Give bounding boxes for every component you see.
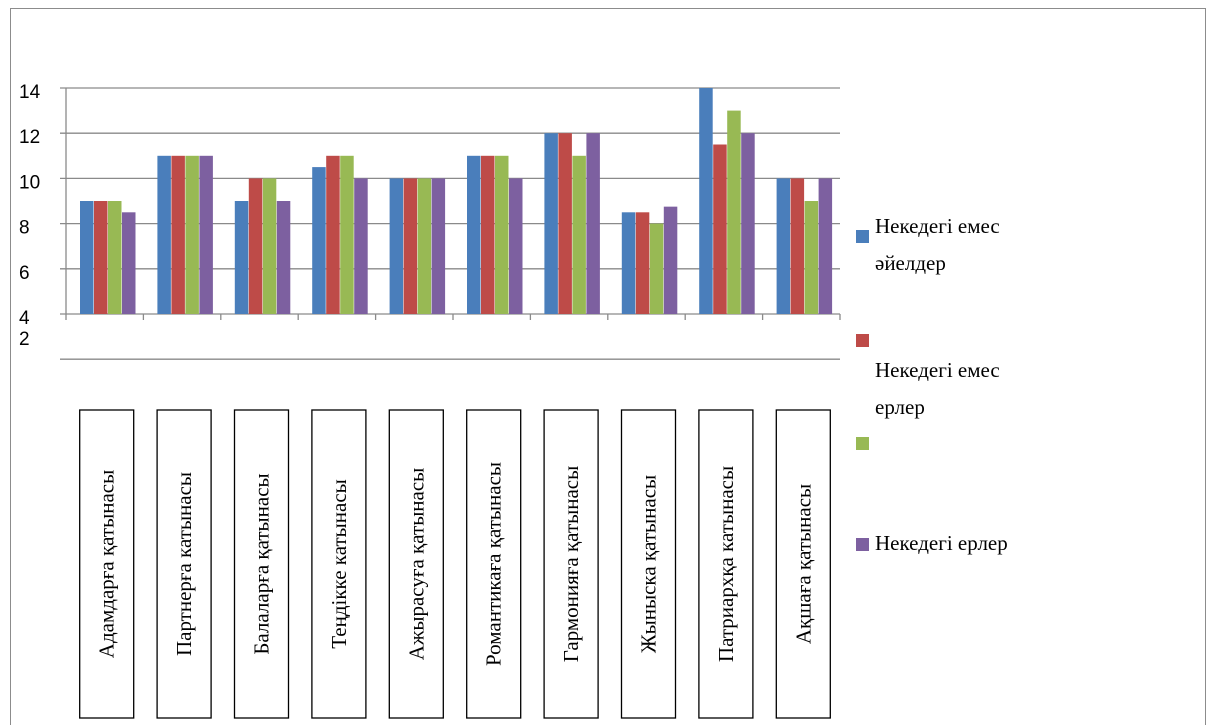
bar	[403, 178, 418, 314]
y-tick-label: 4	[19, 308, 30, 329]
legend-swatch	[856, 334, 869, 347]
bar	[495, 155, 509, 314]
category-labels: Адамдарға қатынасы Партнерға катынасы Бала…	[79, 409, 831, 719]
y-tick-label: 14	[19, 82, 41, 103]
bar	[326, 155, 340, 314]
legend-swatch	[856, 230, 869, 243]
bar	[276, 201, 291, 314]
y-axis-tick-labels: 14 12 10 8 6 42	[19, 82, 41, 350]
legend-label: Некедегі ерлер	[875, 531, 1008, 555]
legend: Некедегі емес әйелдер Некедегі емес ерлер Не…	[856, 214, 1008, 555]
bar	[713, 144, 727, 314]
bar	[790, 178, 805, 314]
legend-entry: Некедегі емес ерлер	[856, 334, 1000, 419]
bar	[544, 133, 558, 314]
bar	[94, 201, 108, 314]
bar	[776, 178, 791, 314]
bar	[312, 167, 326, 314]
category-label-box: Балаларға қатынасы	[233, 409, 290, 719]
legend-swatch	[856, 538, 869, 551]
y-tick-label: 8	[19, 218, 30, 239]
bar	[509, 178, 523, 314]
category-label: Патриархқа катынасы	[714, 466, 738, 662]
category-label: Ажырасуға қатынасы	[404, 468, 428, 661]
bar	[417, 178, 432, 314]
legend-entry: Некедегі ерлер	[856, 531, 1008, 555]
legend-label: Некедегі емес әйелдер	[875, 214, 1000, 275]
bar	[354, 178, 368, 314]
bar	[649, 223, 664, 314]
bar	[635, 212, 650, 314]
bar	[804, 201, 819, 314]
bar	[171, 155, 185, 314]
category-label-box: Ақшаға қатынасы	[775, 409, 831, 719]
bar	[727, 110, 741, 314]
legend-entry: Некедегі емес әйелдер	[856, 214, 1000, 275]
category-label: Жыныска қатынасы	[637, 475, 661, 653]
category-label: Романтикаға қатынасы	[482, 462, 506, 666]
y-tick-label: 6	[19, 263, 30, 284]
category-label-box: Патриархқа катынасы	[698, 409, 754, 719]
category-label-box: Теңдікке катынасы	[311, 409, 367, 719]
bar	[621, 212, 636, 314]
bar	[699, 88, 713, 314]
bar	[108, 201, 122, 314]
bar	[248, 178, 263, 314]
bar	[199, 155, 213, 314]
category-label-box: Романтикаға қатынасы	[466, 409, 522, 719]
bar	[234, 201, 249, 314]
category-label-box: Жыныска қатынасы	[620, 409, 677, 719]
category-label: Балаларға қатынасы	[250, 473, 274, 654]
category-label: Ақшаға қатынасы	[791, 484, 815, 644]
category-label: Адамдарға қатынасы	[95, 470, 119, 658]
bar	[80, 201, 94, 314]
bar	[572, 155, 586, 314]
bar	[389, 178, 404, 314]
legend-label: Некедегі емес ерлер	[875, 358, 1000, 419]
bar	[340, 155, 354, 314]
bars	[80, 88, 833, 314]
category-label-box: Партнерға катынасы	[156, 409, 212, 719]
category-label-box: Ажырасуға қатынасы	[388, 409, 444, 719]
category-label: Гармонияға қатынасы	[559, 466, 583, 663]
bar	[481, 155, 495, 314]
category-label: Теңдікке катынасы	[327, 479, 351, 649]
bar	[122, 212, 136, 314]
category-label-box: Адамдарға қатынасы	[79, 409, 135, 719]
bar	[431, 178, 446, 314]
bar	[586, 133, 600, 314]
y-tick-label: 12	[19, 127, 40, 148]
category-label: Партнерға катынасы	[172, 472, 196, 656]
bar	[185, 155, 199, 314]
bar	[818, 178, 833, 314]
y-tick-label: 10	[19, 172, 40, 193]
category-label-box: Гармонияға қатынасы	[543, 409, 599, 719]
legend-entry	[856, 437, 869, 450]
legend-swatch	[856, 437, 869, 450]
bar	[467, 155, 481, 314]
bar	[741, 133, 755, 314]
y-tick-label: 2	[19, 329, 30, 350]
bar	[558, 133, 572, 314]
bar	[157, 155, 171, 314]
bar	[663, 206, 678, 314]
bar	[262, 178, 277, 314]
chart-frame	[10, 8, 1206, 725]
x-axis	[65, 314, 841, 320]
